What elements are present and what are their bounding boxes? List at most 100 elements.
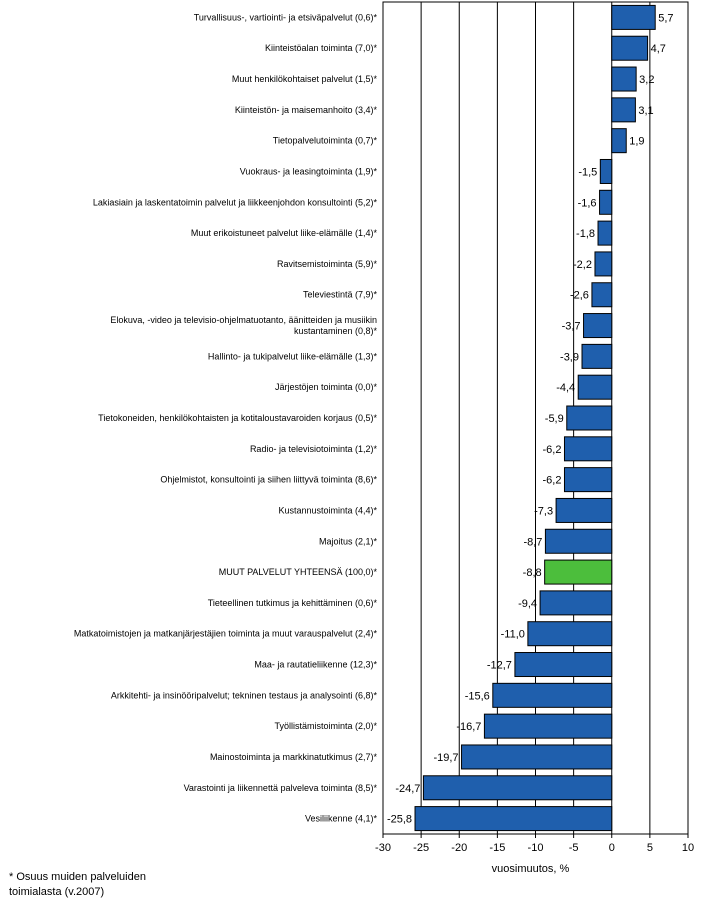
- value-label: -16,7: [456, 721, 481, 733]
- category-label: Elokuva, -video ja televisio-ohjelmatuot…: [110, 315, 377, 336]
- bar: [539, 590, 613, 616]
- value-label: -2,2: [573, 259, 592, 271]
- value-label: -24,7: [395, 783, 420, 795]
- category-label: Mainostoiminta ja markkinatutkimus (2,7)…: [210, 752, 378, 762]
- category-label: Kiinteistön- ja maisemanhoito (3,4)*: [235, 105, 378, 115]
- value-label: 5,7: [658, 12, 673, 24]
- category-labels: Turvallisuus-, vartiointi- ja etsiväpalv…: [74, 12, 378, 823]
- category-label: Kustannustoiminta (4,4)*: [278, 505, 377, 515]
- value-label: 3,1: [638, 105, 653, 117]
- value-label: -4,4: [556, 382, 575, 394]
- tick-label: 10: [682, 842, 694, 854]
- tick-label: -10: [528, 842, 544, 854]
- bar: [555, 497, 613, 523]
- bar: [611, 66, 637, 92]
- value-label: -1,5: [578, 166, 597, 178]
- tick-label: -20: [451, 842, 467, 854]
- value-label: 3,2: [639, 74, 654, 86]
- bar: [577, 374, 613, 400]
- tick-label: -5: [569, 842, 579, 854]
- bar: [599, 189, 613, 215]
- bar: [611, 97, 636, 123]
- bar: [611, 128, 627, 154]
- category-label: Matkatoimistojen ja matkanjärjestäjien t…: [74, 629, 378, 639]
- value-label: 1,9: [629, 136, 644, 148]
- value-label: -7,3: [534, 505, 553, 517]
- footnote-line-2: toimialasta (v.2007): [9, 886, 105, 898]
- category-label: Vuokraus- ja leasingtoiminta (1,9)*: [240, 166, 378, 176]
- value-label: -15,6: [465, 690, 490, 702]
- value-label: -3,7: [562, 321, 581, 333]
- tick-label: -30: [375, 842, 391, 854]
- category-label: Radio- ja televisiotoiminta (1,2)*: [250, 444, 378, 454]
- bar: [414, 806, 613, 832]
- tick-label: -15: [489, 842, 505, 854]
- value-label: -1,8: [576, 228, 595, 240]
- value-label: -6,2: [543, 475, 562, 487]
- value-label: -1,6: [578, 197, 597, 209]
- tick-label: 0: [609, 842, 615, 854]
- category-label: Muut erikoistuneet palvelut liike-elämäl…: [191, 228, 378, 238]
- value-label: -11,0: [501, 629, 525, 641]
- category-label: Vesiliikenne (4,1)*: [305, 814, 378, 824]
- category-label: Kiinteistöalan toiminta (7,0)*: [265, 43, 378, 53]
- value-label: 4,7: [651, 43, 666, 55]
- bar: [594, 251, 613, 277]
- bar: [611, 4, 656, 30]
- value-label: -12,7: [487, 660, 512, 672]
- category-label: Maa- ja rautatieliikenne (12,3)*: [254, 660, 377, 670]
- value-label: -8,8: [523, 567, 542, 579]
- gridlines: [382, 2, 689, 834]
- category-label: Ohjelmistot, konsultointi ja siihen liit…: [160, 475, 377, 485]
- category-label: Arkkitehti- ja insinööripalvelut; teknin…: [111, 690, 378, 700]
- tick-label: -25: [413, 842, 429, 854]
- category-label: Majoitus (2,1)*: [319, 536, 378, 546]
- value-label: -9,4: [518, 598, 537, 610]
- footnote: * Osuus muiden palveluiden toimialasta (…: [9, 870, 209, 900]
- bar-total: [544, 559, 613, 585]
- bar: [483, 713, 613, 739]
- value-label: -2,6: [570, 290, 589, 302]
- footnote-line-1: * Osuus muiden palveluiden: [9, 871, 146, 883]
- bars: [414, 4, 656, 832]
- category-label: MUUT PALVELUT YHTEENSÄ (100,0)*: [219, 567, 378, 577]
- category-label: Varastointi ja liikennettä palveleva toi…: [184, 783, 378, 793]
- value-label: -25,8: [387, 814, 412, 826]
- bar: [591, 282, 613, 308]
- bar: [461, 744, 613, 770]
- category-label: Tietopalvelutoiminta (0,7)*: [273, 136, 378, 146]
- bar: [527, 621, 613, 647]
- bar: [492, 682, 613, 708]
- category-label: Lakiasiain ja laskentatoimin palvelut ja…: [93, 197, 378, 207]
- value-label: -5,9: [545, 413, 564, 425]
- category-label: Tieteellinen tutkimus ja kehittäminen (0…: [208, 598, 378, 608]
- bar: [583, 313, 613, 339]
- value-label: -19,7: [433, 752, 458, 764]
- category-label: Tietokoneiden, henkilökohtaisten ja koti…: [98, 413, 377, 423]
- category-label: Televiestintä (7,9)*: [303, 290, 378, 300]
- bar: [563, 467, 613, 493]
- bar: [599, 158, 613, 184]
- category-label: Muut henkilökohtaiset palvelut (1,5)*: [232, 74, 378, 84]
- bar: [597, 220, 613, 246]
- bar: [563, 436, 613, 462]
- category-label: Järjestöjen toiminta (0,0)*: [275, 382, 378, 392]
- x-axis-title: vuosimuutos, %: [492, 863, 570, 875]
- bar: [544, 528, 613, 554]
- bar: [581, 343, 613, 369]
- tick-label: 5: [647, 842, 653, 854]
- category-label: Hallinto- ja tukipalvelut liike-elämälle…: [208, 351, 378, 361]
- value-label: -8,7: [523, 536, 542, 548]
- bar: [422, 775, 613, 801]
- value-labels: 5,7 4,7 3,2 3,1 1,9 -1,5 -1,6 -1,8 -2,2 -2,6 -3,7 -…: [387, 12, 674, 825]
- x-axis-ticks: -30 -25 -20 -15 -10 -5 0 5 10: [375, 834, 694, 854]
- category-label: Ravitsemistoiminta (5,9)*: [277, 259, 378, 269]
- value-label: -6,2: [543, 444, 562, 456]
- bar: [514, 652, 613, 678]
- bar: [611, 35, 649, 61]
- category-label: Turvallisuus-, vartiointi- ja etsiväpalv…: [194, 12, 378, 22]
- value-label: -3,9: [560, 351, 579, 363]
- category-label: Työllistämistoiminta (2,0)*: [274, 721, 377, 731]
- bar: [566, 405, 613, 431]
